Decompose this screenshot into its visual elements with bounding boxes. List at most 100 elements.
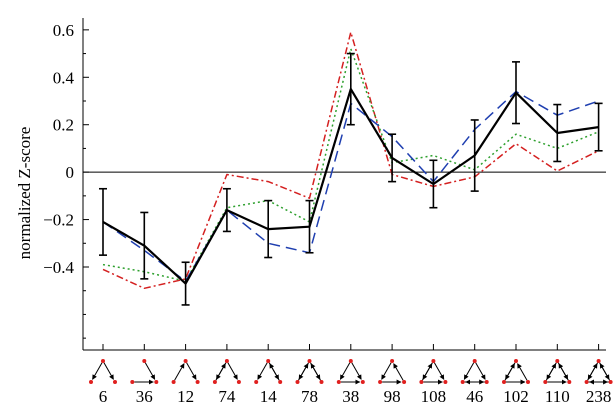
motif-node — [484, 380, 489, 384]
motif-edge — [257, 362, 268, 380]
motif-node — [89, 380, 93, 384]
motif-edge — [174, 363, 185, 381]
motif-node — [101, 359, 105, 363]
x-tick-label: 110 — [545, 387, 570, 406]
motif-node — [596, 359, 601, 363]
motif-node — [584, 380, 589, 384]
motif-node — [130, 380, 135, 384]
motif-edge — [558, 363, 569, 381]
motif-node — [567, 380, 572, 384]
motif-icon-6 — [89, 359, 117, 384]
motif-edge — [339, 362, 351, 380]
y-tick-label: 0.4 — [53, 68, 75, 87]
motif-node — [212, 380, 217, 384]
motif-edge — [433, 362, 445, 380]
x-tick-label: 46 — [466, 387, 483, 406]
motif-node — [431, 359, 436, 363]
motif-edge — [310, 363, 321, 381]
motif-node — [502, 380, 506, 384]
motif-node — [543, 380, 548, 384]
motif-icon-14 — [254, 359, 283, 384]
motif-icon-110 — [543, 359, 572, 385]
motif-node — [555, 359, 560, 363]
x-tick-label: 14 — [260, 387, 278, 406]
motif-edge — [351, 362, 362, 380]
motif-edge — [298, 363, 309, 381]
y-axis-label: normalized Z-score — [15, 127, 34, 260]
motif-node — [336, 380, 341, 384]
motif-icon-98 — [378, 359, 407, 385]
motif-node — [390, 359, 395, 363]
y-tick-label: 0 — [66, 163, 75, 182]
motif-icon-38 — [336, 359, 365, 385]
motif-node — [419, 380, 424, 384]
motif-node — [319, 380, 324, 384]
motif-edge — [215, 363, 226, 381]
motif-node — [195, 380, 200, 384]
motif-node — [526, 380, 530, 384]
motif-edge — [269, 363, 280, 381]
motif-node — [224, 359, 229, 363]
motif-edge — [545, 363, 557, 381]
x-tick-label: 238 — [586, 387, 612, 406]
motif-node — [171, 380, 176, 384]
motif-node — [236, 380, 241, 384]
motif-icon-46 — [460, 359, 489, 385]
x-tick-label: 12 — [177, 387, 194, 406]
motif-icon-102 — [502, 359, 530, 385]
motif-edge — [421, 363, 433, 381]
motif-node — [460, 380, 465, 384]
motif-node — [266, 359, 271, 363]
y-tick-label: 0.6 — [53, 21, 74, 40]
motif-edge — [517, 363, 528, 381]
motif-edge — [475, 362, 486, 380]
axes: −0.4 −0.2 0 0.2 0.4 0.6 — [43, 18, 606, 351]
motif-node — [360, 380, 365, 384]
x-tick-label: 36 — [136, 387, 153, 406]
motif-edge — [393, 363, 404, 381]
x-tick-label: 98 — [384, 387, 401, 406]
motif-node — [113, 380, 117, 384]
motif-edge — [144, 362, 156, 380]
motif-edge — [587, 363, 598, 381]
motif-node — [348, 359, 353, 363]
motif-icon-108 — [419, 359, 448, 385]
y-tick-label: 0.2 — [53, 116, 74, 135]
x-tick-label: 6 — [99, 387, 108, 406]
motif-edge — [381, 362, 392, 380]
motif-icon-238 — [584, 359, 613, 385]
motif-edge — [103, 362, 114, 380]
x-tick-label: 74 — [218, 387, 236, 406]
motif-node — [142, 359, 147, 363]
y-tick-label: −0.2 — [43, 211, 74, 230]
x-tick-labels: 6 36 12 74 14 78 38 98 108 46 102 110 238 — [99, 387, 612, 406]
x-tick-label: 38 — [342, 387, 359, 406]
motif-edge — [599, 363, 611, 381]
motif-node — [307, 359, 312, 363]
motif-edge — [92, 362, 103, 380]
motif-node — [295, 380, 300, 384]
x-tick-label: 102 — [503, 387, 529, 406]
motif-node — [402, 380, 407, 384]
motif-edge — [227, 362, 238, 380]
motif-icons — [89, 359, 613, 385]
x-tick-label: 108 — [421, 387, 447, 406]
motif-icon-74 — [212, 359, 241, 384]
motif-edge — [186, 362, 197, 380]
motif-node — [378, 380, 383, 384]
motif-edge — [463, 362, 475, 380]
motif-icon-12 — [171, 359, 200, 384]
x-tick-label: 78 — [301, 387, 318, 406]
motif-icon-36 — [130, 359, 159, 385]
motif-node — [514, 359, 518, 363]
motif-node — [154, 380, 159, 384]
y-tick-label: −0.4 — [43, 258, 74, 277]
series-line-dotted — [102, 48, 599, 282]
motif-node — [254, 380, 259, 384]
motif-node — [183, 359, 188, 363]
motif-node — [278, 380, 283, 384]
series-layer — [99, 31, 603, 306]
motif-icon-78 — [295, 359, 324, 384]
motif-node — [608, 380, 613, 384]
